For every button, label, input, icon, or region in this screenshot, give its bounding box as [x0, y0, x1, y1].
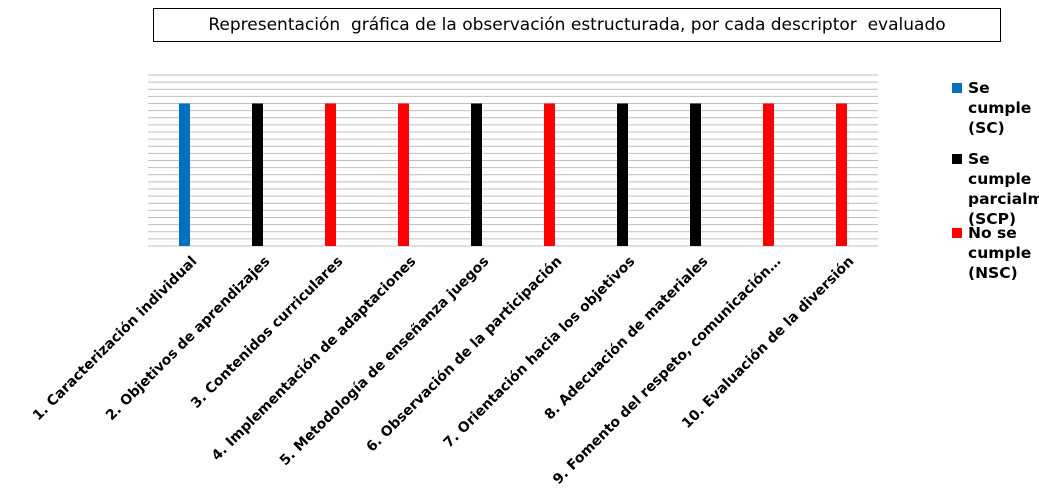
bar-3: [325, 103, 336, 246]
bar-7: [617, 103, 628, 246]
legend-item-sc: Se cumple (SC): [952, 78, 1039, 138]
x-label-8: 8. Adecuación de materiales: [542, 254, 712, 424]
x-label-2: 2. Objetivos de aprendizajes: [103, 254, 273, 424]
legend-item-scp: Se cumple parcialmente (SCP): [952, 149, 1039, 229]
bar-10: [836, 103, 847, 246]
chart-title: Representación gráfica de la observación…: [153, 8, 1001, 42]
x-label-3: 3. Contenidos curriculares: [188, 254, 346, 412]
bar-5: [471, 103, 482, 246]
gridlines: [148, 74, 878, 247]
bar-4: [398, 103, 409, 246]
legend-swatch-nsc: [952, 228, 962, 238]
legend-label-nsc: No se cumple (NSC): [968, 224, 1032, 282]
x-label-1: 1. Caracterización individual: [30, 254, 200, 424]
legend-item-nsc: No se cumple (NSC): [952, 223, 1039, 283]
legend-label-scp: Se cumple parcialmente (SCP): [968, 150, 1039, 228]
bar-9: [763, 103, 774, 246]
bar-2: [252, 103, 263, 246]
bar-8: [690, 103, 701, 246]
bar-1: [179, 103, 190, 246]
bars: [179, 103, 847, 246]
legend-label-sc: Se cumple (SC): [968, 79, 1032, 137]
legend-swatch-sc: [952, 83, 962, 93]
bar-6: [544, 103, 555, 246]
legend-swatch-scp: [952, 154, 962, 164]
